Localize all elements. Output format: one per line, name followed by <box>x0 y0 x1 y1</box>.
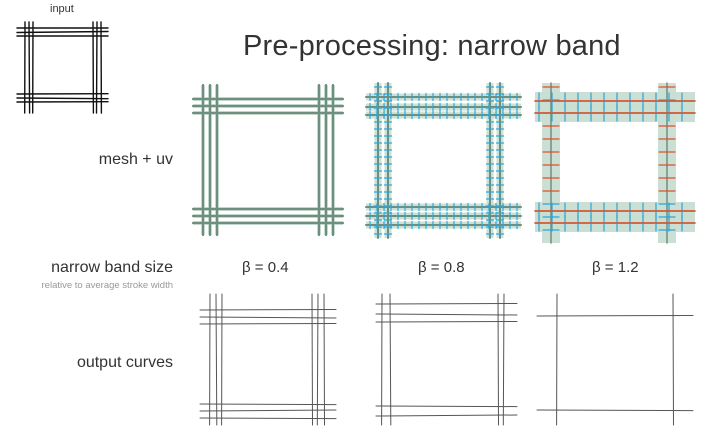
output-curve <box>497 293 499 426</box>
mesh-panel-beta-3 <box>534 82 696 244</box>
input-stroke <box>16 97 109 100</box>
beta-label-1: β = 0.4 <box>242 259 289 276</box>
input-stroke <box>95 21 98 114</box>
output-curve <box>375 405 518 408</box>
beta-label-2: β = 0.8 <box>418 259 465 276</box>
output-curve <box>375 321 518 323</box>
output-curve <box>316 293 319 426</box>
output-curve <box>323 293 325 426</box>
output-curve <box>375 313 518 316</box>
output-curve <box>502 293 505 426</box>
output-curve <box>199 316 337 319</box>
output-curve <box>375 303 518 305</box>
row-label-narrow-band-size: narrow band size <box>51 259 173 276</box>
output-curve <box>199 403 337 406</box>
row-sublabel-narrow-band: relative to average stroke width <box>41 280 173 291</box>
output-curve <box>311 293 313 426</box>
output-curve <box>199 309 337 311</box>
row-label-output-curves: output curves <box>76 354 173 371</box>
output-curve <box>199 409 337 412</box>
output-panel-beta-1 <box>199 293 337 426</box>
output-curve <box>215 293 218 426</box>
output-panel-beta-2 <box>375 293 518 426</box>
page-title: Pre-processing: narrow band <box>243 30 621 62</box>
input-stroke <box>16 30 109 34</box>
input-sketch <box>16 21 109 114</box>
output-curve <box>375 414 518 417</box>
input-stroke <box>28 21 31 114</box>
output-curve <box>536 315 694 317</box>
output-curve <box>536 409 694 412</box>
output-curve <box>672 293 674 426</box>
output-curve <box>389 293 392 426</box>
input-label: input <box>50 3 74 15</box>
beta-label-3: β = 1.2 <box>592 259 639 276</box>
output-curve <box>199 323 337 325</box>
output-panel-beta-3 <box>536 293 694 426</box>
mesh-panel-beta-2 <box>365 82 522 239</box>
row-label-mesh-uv: mesh + uv <box>98 151 173 168</box>
mesh-panel-beta-1 <box>191 83 345 237</box>
output-curve <box>199 417 337 420</box>
